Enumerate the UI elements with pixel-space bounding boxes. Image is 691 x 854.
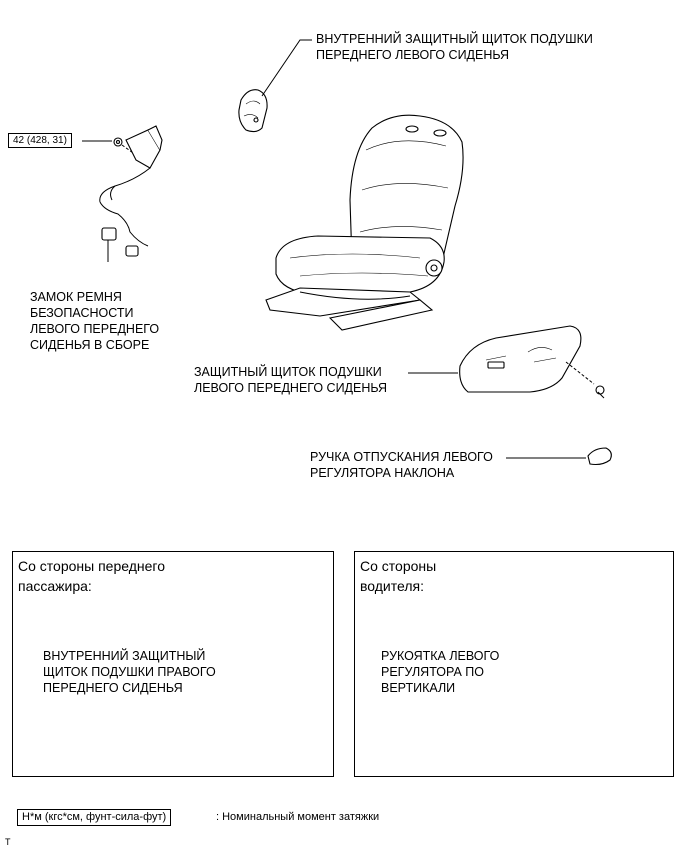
driver-side-panel: Со стороны водителя: РУКОЯТКА ЛЕВОГО РЕГ…: [354, 551, 674, 777]
outer-cover-left-label: ЗАЩИТНЫЙ ЩИТОК ПОДУШКИ ЛЕВОГО ПЕРЕДНЕГО …: [194, 365, 388, 395]
recliner-knob-label: РУЧКА ОТПУСКАНИЯ ЛЕВОГО РЕГУЛЯТОРА НАКЛО…: [310, 450, 493, 480]
buckle-nut: [113, 137, 123, 147]
legend-unit-box: Н*м (кгс*см, фунт-сила-фут): [17, 809, 172, 826]
driver-panel-title: Со стороны водителя:: [360, 558, 437, 594]
legend-description: : Номинальный момент затяжки: [216, 811, 380, 823]
recliner-release-knob-part: [587, 447, 612, 466]
inner-cover-left-label: ВНУТРЕННИЙ ЗАЩИТНЫЙ ЩИТОК ПОДУШКИ ПЕРЕДН…: [316, 32, 593, 62]
outer-cover-left-part: [459, 325, 582, 393]
passenger-side-panel: Со стороны переднего пассажира: ВНУТРЕНН…: [12, 551, 334, 777]
seat-belt-buckle-part: [99, 125, 163, 262]
passenger-panel-title: Со стороны переднего пассажира:: [18, 558, 165, 594]
inner-cover-left-part: [238, 89, 268, 133]
footer-mark: T: [5, 837, 11, 847]
torque-value-box: 42 (428, 31): [8, 133, 72, 148]
outer-cover-screw: [595, 385, 605, 399]
buckle-label: ЗАМОК РЕМНЯ БЕЗОПАСНОСТИ ЛЕВОГО ПЕРЕДНЕГ…: [30, 290, 160, 352]
front-seat-part: [265, 114, 464, 331]
vertical-adjuster-label: РУКОЯТКА ЛЕВОГО РЕГУЛЯТОРА ПО ВЕРТИКАЛИ: [381, 649, 500, 695]
inner-cover-right-label: ВНУТРЕННИЙ ЗАЩИТНЫЙ ЩИТОК ПОДУШКИ ПРАВОГ…: [43, 649, 216, 695]
